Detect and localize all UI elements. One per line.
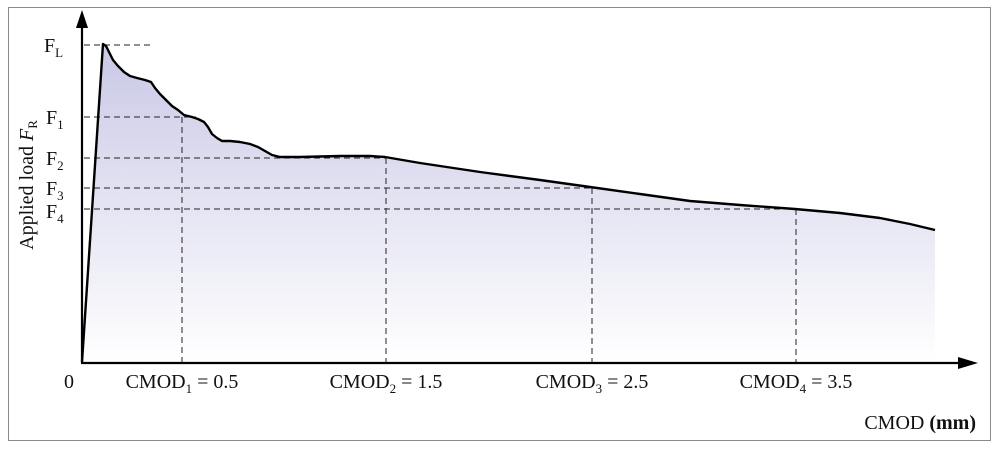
y-axis-arrowhead [76, 10, 88, 28]
cmod2-label: CMOD2 = 1.5 [330, 371, 443, 396]
x-axis-title: CMOD (mm) [864, 412, 976, 434]
origin-label: 0 [64, 371, 74, 393]
label-f3: F3 [46, 178, 64, 203]
cmod4-label: CMOD4 = 3.5 [740, 371, 853, 396]
label-fl: FL [44, 35, 63, 60]
label-f4: F4 [46, 201, 64, 226]
reference-lines [84, 44, 797, 362]
cmod3-label: CMOD3 = 2.5 [536, 371, 649, 396]
label-f1: F1 [46, 107, 64, 132]
y-axis-title: Applied load FR [16, 120, 40, 250]
area-under-curve [82, 44, 935, 362]
label-f2: F2 [46, 148, 64, 173]
cmod1-label: CMOD1 = 0.5 [126, 371, 239, 396]
axes [80, 24, 962, 365]
load-cmod-curve [80, 42, 936, 363]
x-axis-arrowhead [958, 357, 978, 369]
